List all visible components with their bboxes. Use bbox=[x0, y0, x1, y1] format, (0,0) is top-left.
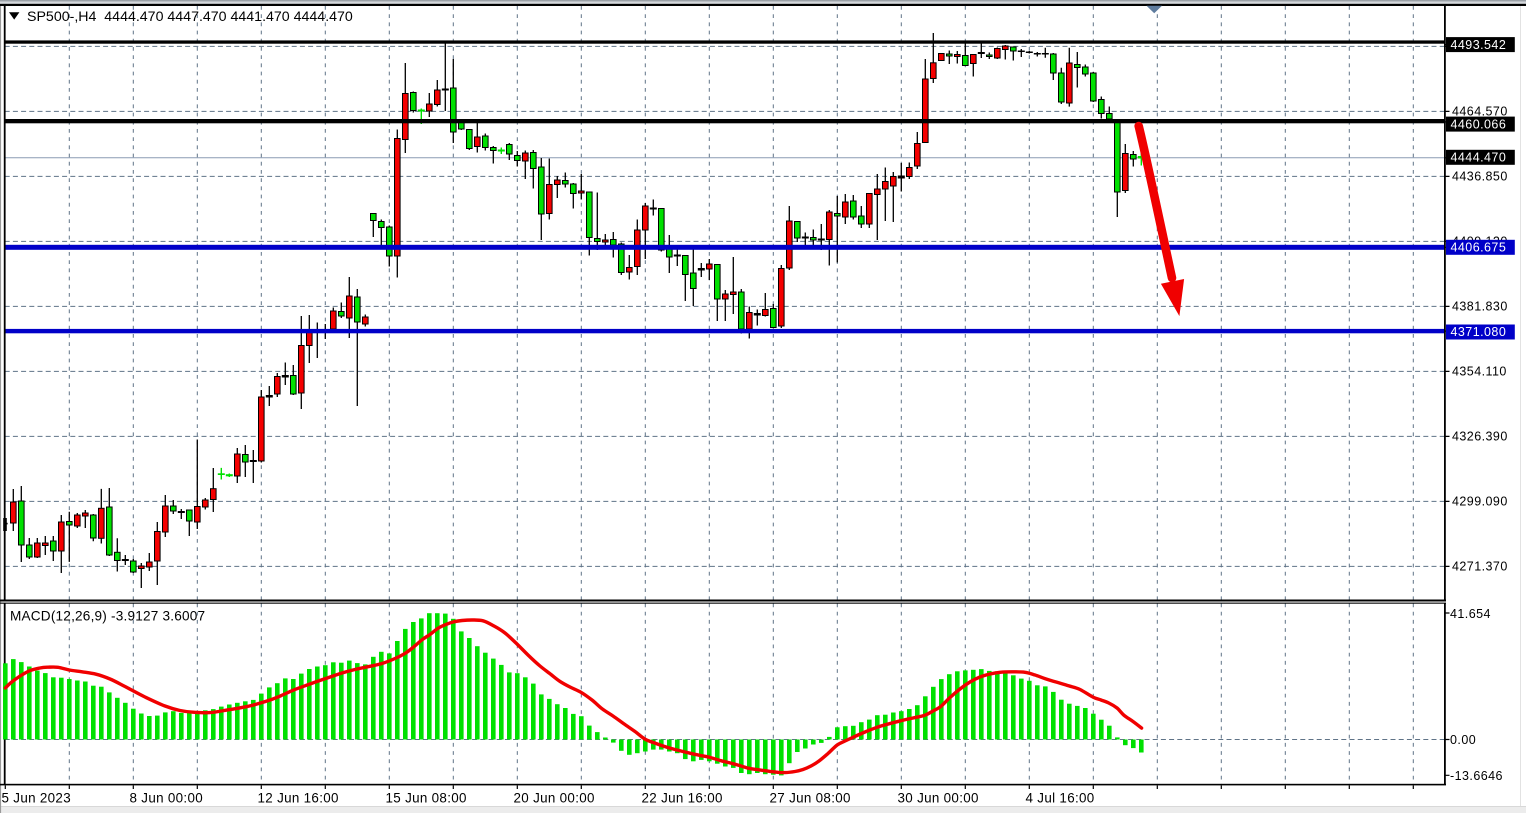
svg-text:15 Jun 08:00: 15 Jun 08:00 bbox=[386, 791, 467, 806]
svg-text:4436.850: 4436.850 bbox=[1452, 170, 1508, 184]
svg-text:4381.830: 4381.830 bbox=[1452, 300, 1508, 314]
svg-text:SP500-,H4 4444.470 4447.470 4: SP500-,H4 4444.470 4447.470 4441.470 444… bbox=[27, 9, 353, 25]
svg-text:5 Jun 2023: 5 Jun 2023 bbox=[2, 791, 71, 806]
svg-text:41.654: 41.654 bbox=[1450, 607, 1491, 621]
svg-text:0.00: 0.00 bbox=[1450, 733, 1476, 747]
svg-text:22 Jun 16:00: 22 Jun 16:00 bbox=[642, 791, 723, 806]
svg-text:4493.542: 4493.542 bbox=[1451, 38, 1507, 52]
svg-text:27 Jun 08:00: 27 Jun 08:00 bbox=[770, 791, 851, 806]
svg-text:4354.110: 4354.110 bbox=[1452, 365, 1507, 379]
svg-text:12 Jun 16:00: 12 Jun 16:00 bbox=[258, 791, 339, 806]
svg-text:4406.675: 4406.675 bbox=[1451, 241, 1507, 255]
svg-text:8 Jun 00:00: 8 Jun 00:00 bbox=[130, 791, 204, 806]
svg-text:30 Jun 00:00: 30 Jun 00:00 bbox=[898, 791, 979, 806]
svg-text:4464.570: 4464.570 bbox=[1452, 105, 1508, 119]
svg-text:-13.6646: -13.6646 bbox=[1450, 769, 1503, 783]
svg-text:4299.090: 4299.090 bbox=[1452, 495, 1508, 509]
svg-text:4371.080: 4371.080 bbox=[1451, 325, 1507, 339]
svg-text:4444.470: 4444.470 bbox=[1451, 151, 1507, 165]
svg-text:MACD(12,26,9) -3.9127 3.6007: MACD(12,26,9) -3.9127 3.6007 bbox=[10, 609, 205, 624]
svg-text:20 Jun 00:00: 20 Jun 00:00 bbox=[514, 791, 595, 806]
svg-text:4460.066: 4460.066 bbox=[1451, 117, 1507, 131]
svg-text:4326.390: 4326.390 bbox=[1452, 430, 1508, 444]
svg-text:4 Jul 16:00: 4 Jul 16:00 bbox=[1026, 791, 1095, 806]
svg-text:4271.370: 4271.370 bbox=[1452, 560, 1508, 574]
